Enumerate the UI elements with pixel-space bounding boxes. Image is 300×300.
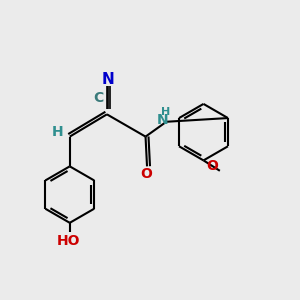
Text: H: H: [161, 107, 170, 117]
Text: HO: HO: [56, 234, 80, 248]
Text: O: O: [140, 167, 152, 181]
Text: C: C: [93, 91, 103, 105]
Text: H: H: [52, 125, 64, 139]
Text: N: N: [157, 113, 169, 127]
Text: N: N: [102, 72, 115, 87]
Text: O: O: [206, 159, 218, 173]
